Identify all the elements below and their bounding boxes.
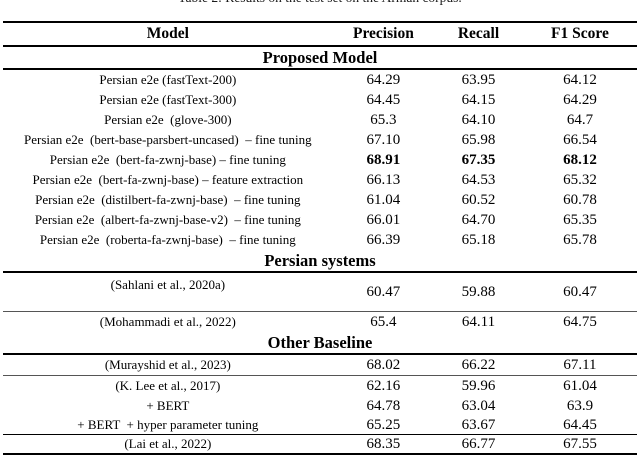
- precision-cell: 68.91: [366, 151, 401, 168]
- section-header-other-baseline: Other Baseline: [3, 332, 637, 355]
- table-row: (Lai et al., 2022) 68.35 66.77 67.55: [3, 435, 637, 455]
- model-cell: (Lai et al., 2022): [124, 436, 212, 451]
- model-cell: (K. Lee et al., 2017): [115, 378, 221, 393]
- model-cell: Persian e2e (roberta-fa-zwnj-base) – fin…: [39, 232, 296, 247]
- table-row: Persian e2e (roberta-fa-zwnj-base) – fin…: [3, 230, 637, 250]
- f1-cell: 64.12: [563, 71, 597, 88]
- f1-cell: 67.11: [522, 354, 637, 376]
- f1-cell: 66.54: [563, 131, 597, 148]
- model-cell: (Mohammadi et al., 2022): [99, 314, 236, 329]
- section-header-proposed-model: Proposed Model: [3, 46, 637, 70]
- recall-cell: 64.10: [461, 111, 496, 128]
- precision-cell: 65.3: [370, 111, 397, 128]
- recall-cell: 64.15: [461, 91, 496, 108]
- recall-cell: 60.52: [461, 191, 496, 208]
- recall-cell: 63.04: [461, 397, 496, 414]
- model-cell: Persian e2e (bert-fa-zwnj-base) – fine t…: [49, 152, 286, 167]
- section-header-persian-systems: Persian systems: [3, 250, 637, 273]
- recall-cell: 63.95: [461, 71, 496, 88]
- f1-cell: 64.45: [522, 416, 637, 435]
- recall-cell: 65.98: [461, 131, 496, 148]
- f1-cell: 67.55: [563, 435, 597, 452]
- f1-cell: 63.9: [566, 397, 594, 414]
- section-title: Other Baseline: [3, 332, 637, 355]
- f1-cell: 64.29: [563, 91, 597, 108]
- precision-cell: 68.35: [366, 435, 401, 452]
- column-header-model: Model: [3, 22, 333, 47]
- recall-cell: 65.18: [461, 231, 496, 248]
- table-row: + BERT + hyper parameter tuning 65.25 63…: [3, 416, 637, 435]
- column-header-row: Model Precision Recall F1 Score: [3, 22, 637, 47]
- recall-cell: 67.35: [461, 151, 496, 168]
- model-cell: Persian e2e (fastText-300): [99, 92, 237, 107]
- model-cell: Persian e2e (fastText-200): [99, 72, 237, 87]
- model-cell: Persian e2e (albert-fa-zwnj-base-v2) – f…: [34, 212, 301, 227]
- recall-cell: 59.96: [461, 377, 496, 394]
- table-row: (Mohammadi et al., 2022) 65.4 64.11 64.7…: [3, 312, 637, 333]
- model-cell: (Sahlani et al., 2020a): [3, 272, 333, 312]
- model-cell: Persian e2e (bert-fa-zwnj-base) – featur…: [32, 172, 304, 187]
- f1-cell: 64.75: [563, 313, 597, 330]
- precision-cell: 64.45: [366, 91, 401, 108]
- section-title: Persian systems: [3, 250, 637, 273]
- results-table: Model Precision Recall F1 Score Proposed…: [3, 21, 637, 455]
- f1-cell: 60.78: [563, 191, 597, 208]
- precision-cell: 65.25: [332, 416, 435, 435]
- table-row: Persian e2e (fastText-200) 64.29 63.95 6…: [3, 69, 637, 90]
- table-row: Persian e2e (distilbert-fa-zwnj-base) – …: [3, 190, 637, 210]
- section-title: Proposed Model: [3, 46, 637, 70]
- table-row: Persian e2e (bert-base-parsbert-uncased)…: [3, 130, 637, 150]
- table-row: Persian e2e (fastText-300) 64.45 64.15 6…: [3, 90, 637, 110]
- f1-cell: 64.7: [566, 111, 594, 128]
- f1-cell: 61.04: [563, 377, 597, 394]
- table-row-best-result: Persian e2e (bert-fa-zwnj-base) – fine t…: [3, 150, 637, 170]
- f1-cell: 68.12: [563, 151, 597, 168]
- table-row: Persian e2e (bert-fa-zwnj-base) – featur…: [3, 170, 637, 190]
- model-cell: (Murayshid et al., 2023): [3, 354, 333, 376]
- model-cell: + BERT: [146, 398, 190, 413]
- recall-cell: 63.67: [434, 416, 523, 435]
- f1-cell: 60.47: [522, 272, 637, 312]
- precision-cell: 64.78: [366, 397, 401, 414]
- precision-cell: 66.39: [366, 231, 401, 248]
- recall-cell: 64.53: [461, 171, 496, 188]
- table-row: Persian e2e (albert-fa-zwnj-base-v2) – f…: [3, 210, 637, 230]
- recall-cell: 64.11: [461, 313, 496, 330]
- precision-cell: 66.13: [366, 171, 401, 188]
- precision-cell: 61.04: [366, 191, 401, 208]
- recall-cell: 64.70: [461, 211, 496, 228]
- precision-cell: 64.29: [366, 71, 401, 88]
- f1-cell: 65.78: [563, 231, 597, 248]
- precision-cell: 67.10: [366, 131, 401, 148]
- precision-cell: 65.4: [370, 313, 397, 330]
- model-cell: Persian e2e (bert-base-parsbert-uncased)…: [23, 132, 312, 147]
- model-cell: + BERT + hyper parameter tuning: [3, 416, 333, 435]
- recall-cell: 59.88: [434, 272, 523, 312]
- column-header-recall: Recall: [434, 22, 523, 47]
- table-row: Persian e2e (glove-300) 65.3 64.10 64.7: [3, 110, 637, 130]
- table-row: (K. Lee et al., 2017) 62.16 59.96 61.04: [3, 376, 637, 397]
- table-row: (Sahlani et al., 2020a) 60.47 59.88 60.4…: [3, 272, 637, 312]
- precision-cell: 60.47: [332, 272, 435, 312]
- recall-cell: 66.77: [461, 435, 496, 452]
- table-row: + BERT 64.78 63.04 63.9: [3, 396, 637, 416]
- precision-cell: 62.16: [366, 377, 401, 394]
- column-header-precision: Precision: [332, 22, 435, 47]
- recall-cell: 66.22: [434, 354, 523, 376]
- precision-cell: 68.02: [332, 354, 435, 376]
- precision-cell: 66.01: [366, 211, 401, 228]
- model-cell: Persian e2e (distilbert-fa-zwnj-base) – …: [35, 192, 301, 207]
- model-cell: Persian e2e (glove-300): [104, 112, 232, 127]
- column-header-f1: F1 Score: [522, 22, 637, 47]
- table-caption: Table 2: Results on the test set on the …: [0, 0, 640, 6]
- table-row: (Murayshid et al., 2023) 68.02 66.22 67.…: [3, 354, 637, 376]
- f1-cell: 65.32: [563, 171, 597, 188]
- f1-cell: 65.35: [563, 211, 597, 228]
